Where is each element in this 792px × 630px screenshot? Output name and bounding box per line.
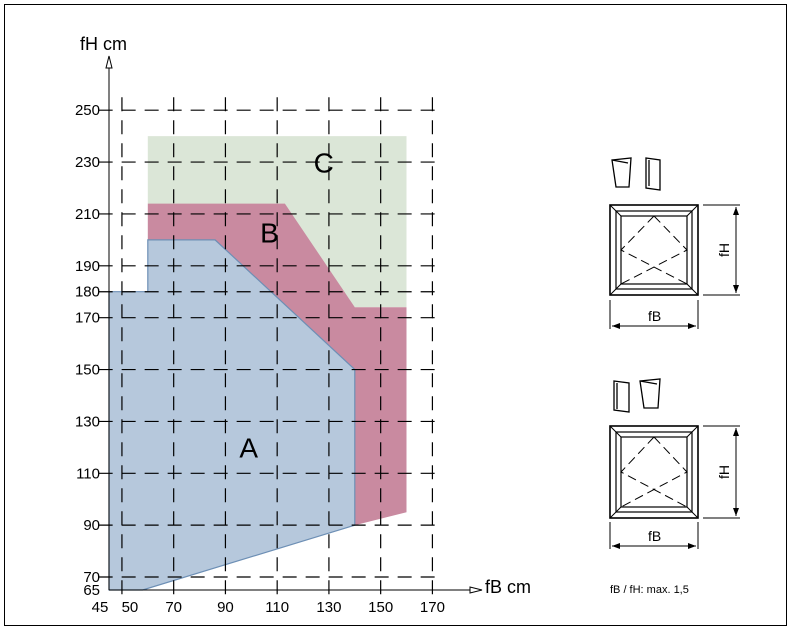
y-axis-arrow [105, 55, 113, 69]
y-tick-label: 210 [75, 206, 100, 223]
y-tick-label: 170 [75, 310, 100, 327]
y-tick-label: 150 [75, 362, 100, 379]
x-tick-label: 130 [316, 599, 341, 616]
y-tick-label: 180 [75, 284, 100, 301]
x-tick-label: 50 [122, 599, 139, 616]
window-top-fH-label: fH [716, 243, 732, 257]
y-tick-label: 190 [75, 258, 100, 275]
y-tick-label: 65 [83, 582, 100, 599]
x-tick-label: 170 [420, 599, 445, 616]
window-bottom-fB-label: fB [648, 528, 661, 544]
x-axis-title: fB cm [485, 577, 531, 597]
x-tick-label: 110 [265, 599, 289, 616]
y-tick-label: 110 [76, 465, 100, 482]
open-sash-icon [613, 378, 661, 413]
y-axis-title: fH cm [80, 34, 127, 54]
region-b-label: B [260, 217, 279, 248]
region-label-layer: C B A [239, 147, 333, 463]
region-layer [108, 136, 407, 591]
diagram-frame [4, 4, 787, 626]
open-sash-icon [611, 157, 661, 191]
y-tick-label: 230 [75, 154, 100, 171]
x-tick-label: 45 [92, 599, 109, 616]
grid-layer [98, 97, 443, 601]
x-axis-arrow [469, 586, 483, 594]
y-tick-label: 70 [83, 569, 100, 586]
axes-layer [105, 55, 483, 594]
region-a-label: A [239, 433, 258, 464]
region-c-label: C [314, 147, 334, 178]
ratio-note: fB / fH: max. 1,5 [610, 584, 689, 596]
window-bottom-fH-label: fH [716, 465, 732, 479]
window-top-fB-label: fB [648, 308, 661, 324]
y-tick-label: 250 [75, 102, 100, 119]
x-tick-label: 90 [217, 599, 234, 616]
y-tick-label: 130 [75, 413, 100, 430]
window-diagram-bottom: fB fH [609, 378, 740, 549]
window-diagram-top: fB fH [609, 157, 740, 329]
x-tick-label: 150 [368, 599, 393, 616]
y-tick-label: 90 [83, 517, 100, 534]
x-tick-label: 70 [165, 599, 182, 616]
